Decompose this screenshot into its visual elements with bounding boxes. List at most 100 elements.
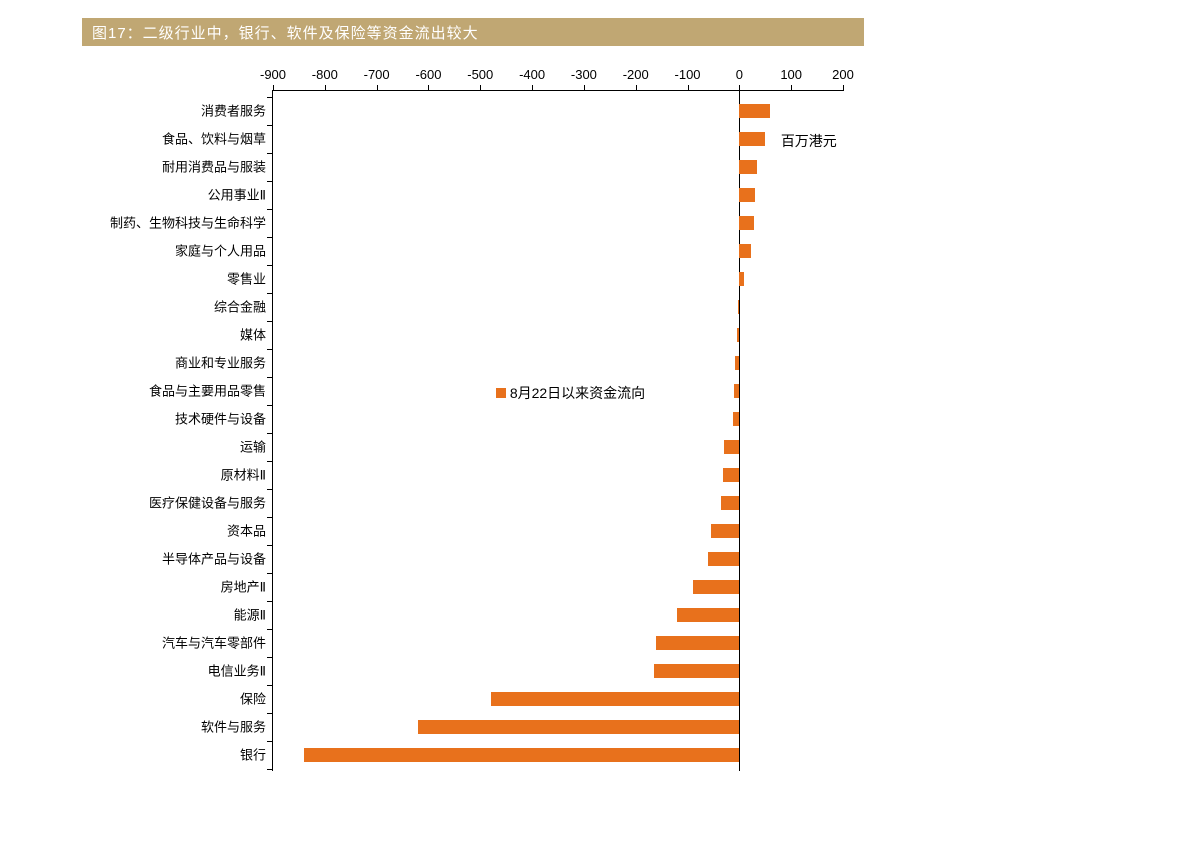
bar [733, 412, 739, 426]
bar [739, 188, 755, 202]
category-label: 公用事业Ⅱ [208, 185, 266, 204]
category-label: 零售业 [227, 269, 266, 288]
x-tick [688, 85, 689, 91]
bar [721, 496, 739, 510]
y-tick [267, 349, 273, 350]
bar [711, 524, 740, 538]
y-tick [267, 629, 273, 630]
bar [724, 440, 740, 454]
x-axis-label: -500 [467, 67, 493, 82]
x-tick [532, 85, 533, 91]
y-tick [267, 769, 273, 770]
x-tick [325, 85, 326, 91]
category-label: 媒体 [240, 325, 266, 344]
bar [656, 636, 739, 650]
y-tick [267, 461, 273, 462]
category-label: 能源Ⅱ [234, 605, 266, 624]
category-label: 医疗保健设备与服务 [149, 493, 266, 512]
y-tick [267, 181, 273, 182]
x-tick [584, 85, 585, 91]
y-tick [267, 125, 273, 126]
category-label: 家庭与个人用品 [175, 241, 266, 260]
x-tick [843, 85, 844, 91]
y-tick [267, 209, 273, 210]
bar [693, 580, 740, 594]
bar [739, 104, 770, 118]
plot-area: -900-800-700-600-500-400-300-200-1000100… [272, 90, 843, 771]
chart-title-bar: 图17：二级行业中，银行、软件及保险等资金流出较大 [82, 18, 864, 46]
chart-title: 图17：二级行业中，银行、软件及保险等资金流出较大 [92, 22, 479, 43]
category-label: 保险 [240, 689, 266, 708]
category-label: 消费者服务 [201, 101, 266, 120]
x-tick [273, 85, 274, 91]
bar [739, 244, 750, 258]
x-axis-label: -900 [260, 67, 286, 82]
y-tick [267, 237, 273, 238]
x-axis-label: -800 [312, 67, 338, 82]
legend: 8月22日以来资金流向 [496, 383, 645, 403]
category-label: 食品与主要用品零售 [149, 381, 266, 400]
x-tick [480, 85, 481, 91]
y-tick [267, 517, 273, 518]
y-tick [267, 713, 273, 714]
category-label: 资本品 [227, 521, 266, 540]
category-label: 商业和专业服务 [175, 353, 266, 372]
bar [418, 720, 739, 734]
chart-area: -900 -800 -700 -600 -500 -400 -300 -200 -100 0 100… [82, 60, 864, 790]
y-tick [267, 321, 273, 322]
x-axis-label: -600 [415, 67, 441, 82]
y-tick [267, 293, 273, 294]
y-tick [267, 741, 273, 742]
page: 图17：二级行业中，银行、软件及保险等资金流出较大 -900 -800 -700 -6… [0, 0, 1192, 842]
category-label: 原材料Ⅱ [221, 465, 266, 484]
category-label: 制药、生物科技与生命科学 [110, 213, 266, 232]
category-label: 汽车与汽车零部件 [162, 633, 266, 652]
bar [738, 300, 740, 314]
x-tick [428, 85, 429, 91]
y-tick [267, 433, 273, 434]
bar [739, 132, 765, 146]
category-label: 半导体产品与设备 [162, 549, 266, 568]
category-label: 电信业务Ⅱ [208, 661, 266, 680]
category-label: 耐用消费品与服装 [162, 157, 266, 176]
category-label: 软件与服务 [201, 717, 266, 736]
category-label: 技术硬件与设备 [175, 409, 266, 428]
legend-swatch [496, 388, 506, 398]
y-tick [267, 601, 273, 602]
y-tick [267, 685, 273, 686]
bar [708, 552, 739, 566]
x-tick [377, 85, 378, 91]
y-tick [267, 545, 273, 546]
legend-text: 8月22日以来资金流向 [510, 383, 645, 403]
y-tick [267, 405, 273, 406]
category-label: 综合金融 [214, 297, 266, 316]
y-tick [267, 573, 273, 574]
unit-label: 百万港元 [781, 131, 837, 151]
bar [654, 664, 740, 678]
x-axis-label: -300 [571, 67, 597, 82]
category-label: 运输 [240, 437, 266, 456]
category-label: 银行 [240, 745, 266, 764]
y-tick [267, 377, 273, 378]
y-tick [267, 265, 273, 266]
x-tick [636, 85, 637, 91]
bar [737, 328, 740, 342]
x-tick [791, 85, 792, 91]
bar [491, 692, 740, 706]
x-axis-label: 100 [780, 67, 802, 82]
category-label: 食品、饮料与烟草 [162, 129, 266, 148]
bar [739, 272, 743, 286]
bar [723, 468, 740, 482]
x-axis-label: 0 [736, 67, 743, 82]
y-tick [267, 657, 273, 658]
x-axis-label: -700 [364, 67, 390, 82]
x-axis-label: -400 [519, 67, 545, 82]
x-axis-label: -100 [675, 67, 701, 82]
bar [739, 216, 754, 230]
x-axis-label: -200 [623, 67, 649, 82]
category-label: 房地产Ⅱ [221, 577, 266, 596]
y-tick [267, 489, 273, 490]
bar [304, 748, 739, 762]
y-tick [267, 97, 273, 98]
bar [739, 160, 757, 174]
